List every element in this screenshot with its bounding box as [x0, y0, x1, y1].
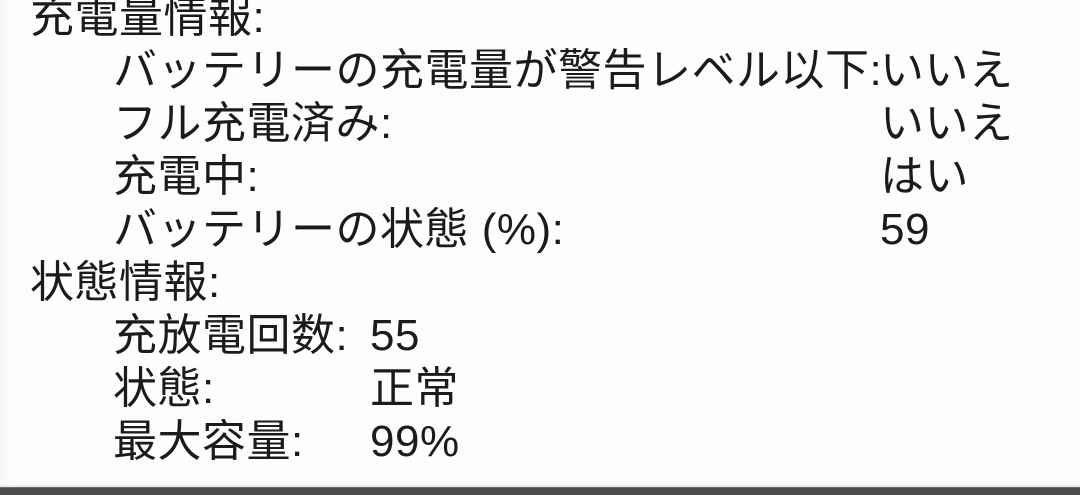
row-label: 充電中:: [113, 152, 260, 201]
info-row-fully-charged: フル充電済み: いいえ: [0, 97, 1080, 150]
battery-info-text-block: 充電量情報: バッテリーの充電量が警告レベル以下: いいえ フル充電済み: いい…: [0, 0, 1080, 468]
row-label: バッテリーの状態 (%):: [113, 205, 565, 254]
window-bottom-divider: [0, 485, 1080, 488]
row-value: いいえ: [880, 46, 1014, 95]
info-row-maximum-capacity: 最大容量: 99%: [0, 415, 1080, 468]
info-row-warning-level: バッテリーの充電量が警告レベル以下: いいえ: [0, 44, 1080, 97]
info-row-charging: 充電中: はい: [0, 150, 1080, 203]
info-row-condition: 状態: 正常: [0, 362, 1080, 415]
row-label: バッテリーの充電量が警告レベル以下:: [113, 46, 883, 95]
info-row-state-of-charge: バッテリーの状態 (%): 59: [0, 203, 1080, 256]
section-title-charge-information: 充電量情報:: [30, 0, 266, 42]
section-title-health-information: 状態情報:: [30, 258, 221, 307]
row-value: はい: [880, 152, 969, 201]
row-label: 充放電回数:: [113, 311, 349, 360]
row-value: いいえ: [880, 99, 1014, 148]
row-value: 99%: [370, 417, 460, 466]
window-bottom-edge-bar: [0, 487, 1080, 495]
row-value: 正常: [370, 364, 459, 413]
row-label: 最大容量:: [113, 417, 304, 466]
row-label: 状態:: [113, 364, 215, 413]
info-row-cycle-count: 充放電回数: 55: [0, 309, 1080, 362]
row-value: 59: [880, 205, 930, 254]
row-label: フル充電済み:: [113, 99, 393, 148]
row-value: 55: [370, 311, 420, 360]
